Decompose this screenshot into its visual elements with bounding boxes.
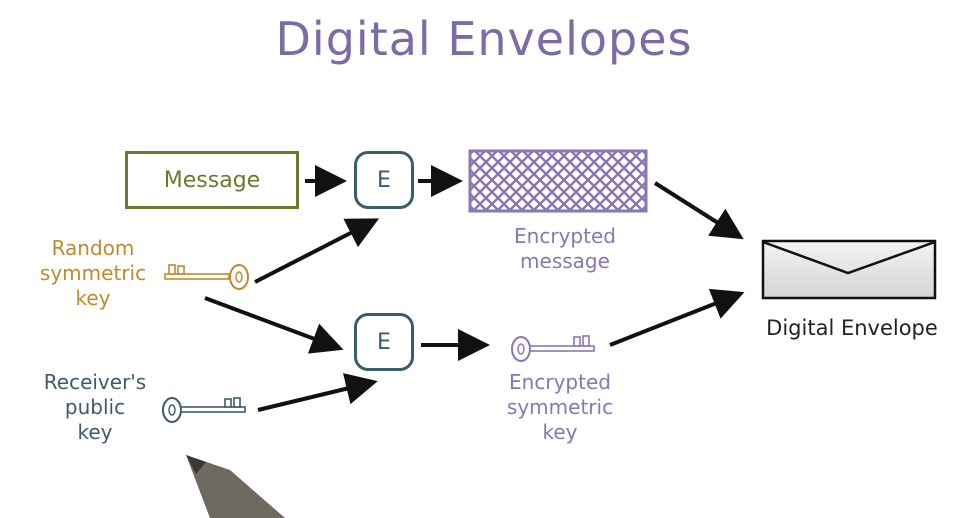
encrypted-key-line-1: Encrypted	[509, 370, 611, 394]
encrypted-message-block	[468, 149, 648, 213]
envelope-icon	[761, 239, 937, 300]
receiver-key-label: Receiver's public key	[30, 370, 160, 445]
encrypted-message-line-1: Encrypted	[514, 224, 616, 248]
encrypted-key-line-2: symmetric	[506, 395, 614, 419]
random-key-line-2: symmetric	[39, 261, 147, 285]
receiver-key-line-3: key	[77, 420, 113, 444]
encrypt-label-bottom: E	[377, 329, 391, 355]
message-box: Message	[125, 151, 299, 209]
receiver-key-line-1: Receiver's	[43, 370, 147, 394]
pen-tip-icon	[186, 455, 285, 518]
random-key-line-1: Random	[51, 236, 135, 260]
arrow-ciphertext-to-envelope	[653, 181, 744, 240]
random-key-label: Random symmetric key	[28, 236, 158, 311]
key-icon	[162, 397, 246, 423]
encrypted-message-line-2: message	[520, 249, 610, 273]
key-icon	[511, 335, 595, 362]
arrow-encrypted-key-to-envelope	[609, 288, 745, 347]
encrypted-key-label: Encrypted symmetric key	[475, 370, 645, 445]
receiver-key-line-2: public	[64, 395, 126, 419]
arrow-random-key-to-encrypt-bottom	[204, 296, 344, 354]
message-label: Message	[163, 167, 261, 193]
envelope-label: Digital Envelope	[766, 316, 938, 340]
arrows	[204, 165, 745, 412]
random-key-line-3: key	[75, 286, 111, 310]
key-icon	[164, 264, 249, 290]
encrypted-key-line-3: key	[542, 420, 578, 444]
encrypted-message-label: Encrypted message	[480, 224, 650, 274]
encrypt-box-top: E	[354, 151, 414, 209]
diagram-title: Digital Envelopes	[275, 12, 693, 66]
arrow-random-key-to-encrypt-top	[254, 218, 380, 284]
encrypt-box-bottom: E	[354, 313, 414, 371]
arrow-public-key-to-encrypt-bottom	[257, 373, 378, 412]
encrypt-label-top: E	[377, 167, 391, 193]
